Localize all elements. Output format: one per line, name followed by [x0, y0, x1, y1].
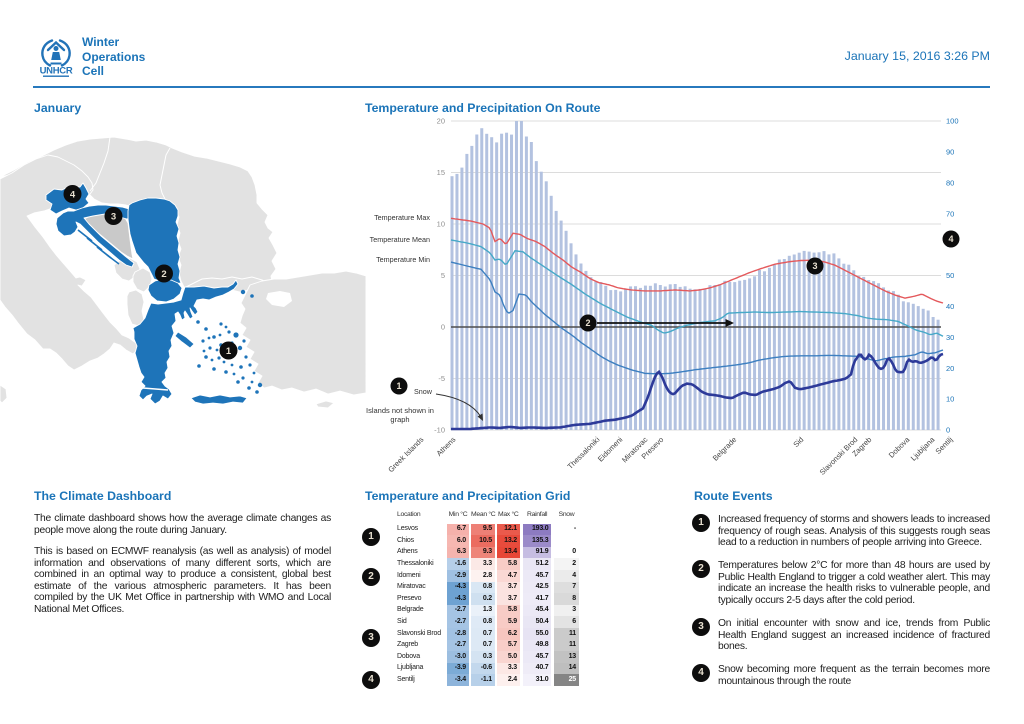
svg-text:0: 0 [441, 323, 445, 332]
svg-text:20: 20 [437, 117, 445, 126]
svg-text:Ljubljana: Ljubljana [909, 434, 937, 462]
svg-text:Temperature Max: Temperature Max [374, 213, 430, 222]
svg-text:1: 1 [226, 346, 232, 357]
svg-text:100: 100 [946, 117, 959, 126]
svg-text:Temperature Min: Temperature Min [376, 255, 430, 264]
svg-text:20: 20 [946, 364, 954, 373]
svg-text:Greek Islands: Greek Islands [386, 435, 425, 474]
svg-text:Temperature Mean: Temperature Mean [370, 235, 430, 244]
svg-text:2: 2 [161, 269, 166, 280]
svg-text:90: 90 [946, 148, 954, 157]
svg-text:4: 4 [948, 234, 953, 244]
svg-text:5: 5 [441, 271, 445, 280]
svg-text:graph: graph [390, 415, 409, 424]
svg-text:2: 2 [585, 318, 590, 328]
svg-text:Sid: Sid [791, 435, 805, 449]
svg-text:15: 15 [437, 168, 445, 177]
svg-text:10: 10 [946, 395, 954, 404]
svg-text:Islands not shown in: Islands not shown in [366, 406, 434, 415]
svg-text:10: 10 [437, 220, 445, 229]
svg-text:-10: -10 [434, 426, 445, 435]
svg-text:0: 0 [946, 426, 950, 435]
svg-text:3: 3 [812, 261, 817, 271]
svg-text:80: 80 [946, 178, 954, 187]
svg-text:30: 30 [946, 333, 954, 342]
svg-text:1: 1 [396, 381, 401, 391]
svg-text:Athens: Athens [435, 435, 458, 458]
svg-text:Snow: Snow [414, 387, 433, 396]
svg-text:4: 4 [70, 189, 76, 200]
svg-text:Thessaloniki: Thessaloniki [566, 435, 602, 471]
svg-text:UNHCR: UNHCR [40, 66, 73, 77]
svg-text:Belgrade: Belgrade [711, 435, 739, 463]
svg-text:3: 3 [111, 211, 116, 222]
svg-text:Sentilj: Sentilj [934, 435, 955, 456]
svg-text:70: 70 [946, 209, 954, 218]
svg-text:50: 50 [946, 271, 954, 280]
svg-text:-5: -5 [438, 374, 445, 383]
svg-text:40: 40 [946, 302, 954, 311]
